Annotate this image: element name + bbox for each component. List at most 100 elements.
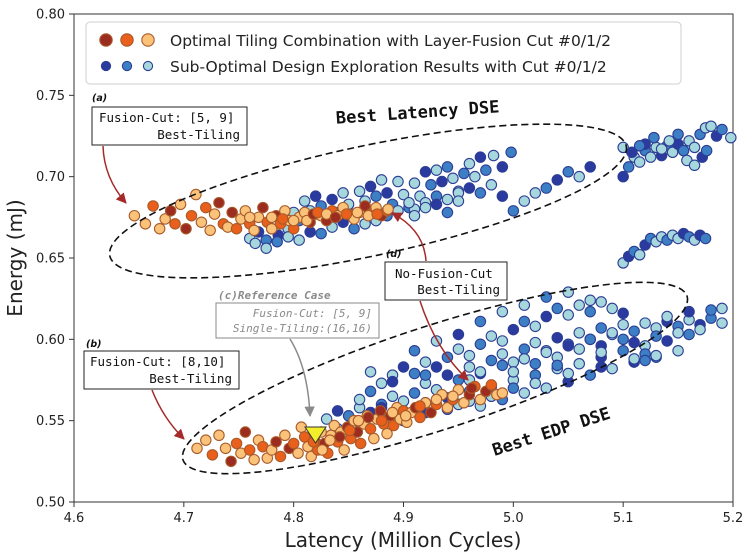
suboptimal-point [644, 151, 657, 163]
suboptimal-point [507, 205, 520, 217]
suboptimal-point [518, 299, 531, 311]
optimal-point [174, 198, 187, 211]
optimal-point [340, 208, 353, 220]
optimal-point [368, 432, 380, 445]
suboptimal-point [617, 333, 629, 346]
optimal-point [351, 206, 364, 219]
annotation-d-line2: Best-Tiling [417, 282, 500, 297]
optimal-point [386, 406, 399, 419]
suboptimal-point [496, 348, 509, 360]
optimal-point [213, 429, 225, 442]
x-tick-label: 4.8 [283, 511, 304, 526]
suboptimal-point [584, 305, 596, 318]
suboptimal-point [309, 190, 322, 202]
suboptimal-point [584, 161, 596, 173]
suboptimal-point [474, 151, 487, 163]
optimal-point [287, 214, 300, 227]
suboptimal-point [633, 248, 646, 261]
suboptimal-point [595, 346, 607, 359]
suboptimal-point [688, 141, 701, 154]
suboptimal-point [375, 174, 388, 186]
optimal-point [169, 218, 181, 230]
suboptimal-point [353, 393, 366, 406]
optimal-point [230, 222, 243, 235]
optimal-point [206, 449, 219, 461]
suboptimal-point [403, 196, 415, 209]
suboptimal-point [529, 377, 542, 390]
suboptimal-point [573, 343, 585, 355]
suboptimal-point [529, 187, 542, 199]
suboptimal-point [480, 164, 492, 176]
optimal-point [287, 437, 300, 450]
suboptimal-point [617, 318, 629, 331]
legend-optimal-marker [141, 33, 155, 47]
optimal-point [153, 222, 166, 235]
suboptimal-point [326, 193, 338, 206]
legend-suboptimal-marker [142, 60, 154, 72]
suboptimal-point [320, 413, 333, 425]
x-tick-label: 4.9 [393, 511, 414, 526]
suboptimal-point [661, 310, 673, 323]
optimal-point [364, 423, 377, 435]
suboptimal-point [639, 354, 651, 367]
suboptimal-point [485, 179, 498, 191]
suboptimal-point [562, 286, 574, 298]
suboptimal-point [672, 344, 684, 357]
annotation-d-box [384, 261, 508, 301]
y-tick-label: 0.75 [36, 89, 65, 104]
annotation-a-arrow [102, 145, 127, 204]
suboptimal-point [474, 338, 487, 350]
suboptimal-point [304, 226, 316, 238]
suboptimal-point [606, 362, 618, 375]
annotation-a-tag: (a) [92, 93, 107, 104]
suboptimal-point [337, 187, 349, 199]
annotation-d-tag: (d) [386, 249, 401, 260]
optimal-point [225, 455, 237, 468]
suboptimal-point [705, 304, 717, 316]
suboptimal-point [699, 232, 712, 245]
reference-case-marker [304, 426, 327, 444]
x-axis: 4.6 4.7 4.8 4.9 5.0 5.1 5.2 [64, 502, 743, 526]
suboptimal-point [430, 164, 443, 176]
suboptimal-point [430, 361, 443, 373]
optimal-point [458, 397, 470, 409]
suboptimal-point [573, 299, 585, 311]
optimal-point [382, 203, 394, 215]
suboptimal-point [672, 128, 684, 141]
suboptimal-point [606, 302, 618, 315]
suboptimal-point [639, 317, 651, 329]
suboptimal-point [595, 296, 607, 308]
annotation-d-arrow-up [391, 212, 427, 262]
suboptimal-point [408, 209, 421, 222]
y-tick-label: 0.70 [36, 170, 65, 185]
suboptimal-point [463, 361, 476, 373]
suboptimal-point [529, 320, 542, 333]
legend-optimal-marker [120, 33, 134, 47]
optimal-point [316, 444, 328, 456]
suboptimal-point [529, 357, 542, 370]
suboptimal-point [551, 331, 564, 344]
optimal-point [257, 201, 269, 214]
y-tick-label: 0.65 [36, 252, 65, 267]
annotation-d-line1: No-Fusion-Cut [395, 266, 493, 281]
x-tick-label: 5.0 [503, 511, 524, 526]
optimal-point [474, 393, 487, 406]
suboptimal-point [648, 131, 660, 144]
suboptimal-point [419, 166, 432, 178]
suboptimal-point [700, 144, 713, 157]
suboptimal-point [716, 302, 728, 315]
legend-suboptimal-marker [121, 60, 133, 72]
optimal-point [270, 436, 282, 448]
suboptimal-point [562, 367, 574, 380]
suboptimal-point [666, 146, 679, 159]
suboptimal-point [716, 123, 728, 136]
optimal-point [265, 222, 278, 235]
suboptimal-point [463, 349, 476, 362]
suboptimal-point [505, 146, 517, 159]
y-axis-label: Energy (mJ) [3, 199, 27, 316]
optimal-point [354, 437, 367, 450]
suboptimal-point [260, 242, 272, 254]
suboptimal-point [485, 354, 498, 367]
suboptimal-point [507, 323, 520, 336]
suboptimal-point [584, 333, 596, 346]
